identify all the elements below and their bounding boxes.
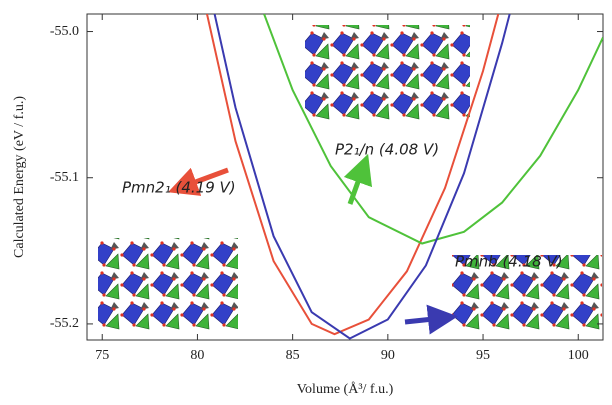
structure-image <box>98 238 238 330</box>
series-label: Pmnb (4.18 V) <box>455 253 563 271</box>
chart: Volume (Å³/ f.u.) Calculated Energy (eV … <box>0 0 612 405</box>
x-tick-label: 90 <box>381 348 395 363</box>
x-tick-label: 100 <box>568 348 589 363</box>
y-tick-label: -55.0 <box>50 24 79 39</box>
x-axis-label: Volume (Å³/ f.u.) <box>297 381 394 397</box>
x-tick-label: 80 <box>190 348 204 363</box>
x-tick-label: 95 <box>476 348 490 363</box>
arrow <box>350 168 363 204</box>
arrow <box>405 318 443 322</box>
x-tick-label: 75 <box>95 348 109 363</box>
y-tick-label: -55.1 <box>50 170 79 185</box>
y-axis-label: Calculated Energy (eV / f.u.) <box>12 96 27 258</box>
x-tick-label: 85 <box>286 348 300 363</box>
series-label: Pmn2₁ (4.19 V) <box>122 179 236 197</box>
series-label: P2₁/n (4.08 V) <box>335 141 439 159</box>
y-tick-label: -55.2 <box>50 316 79 331</box>
structure-image <box>305 25 470 120</box>
page: Volume (Å³/ f.u.) Calculated Energy (eV … <box>0 0 612 405</box>
